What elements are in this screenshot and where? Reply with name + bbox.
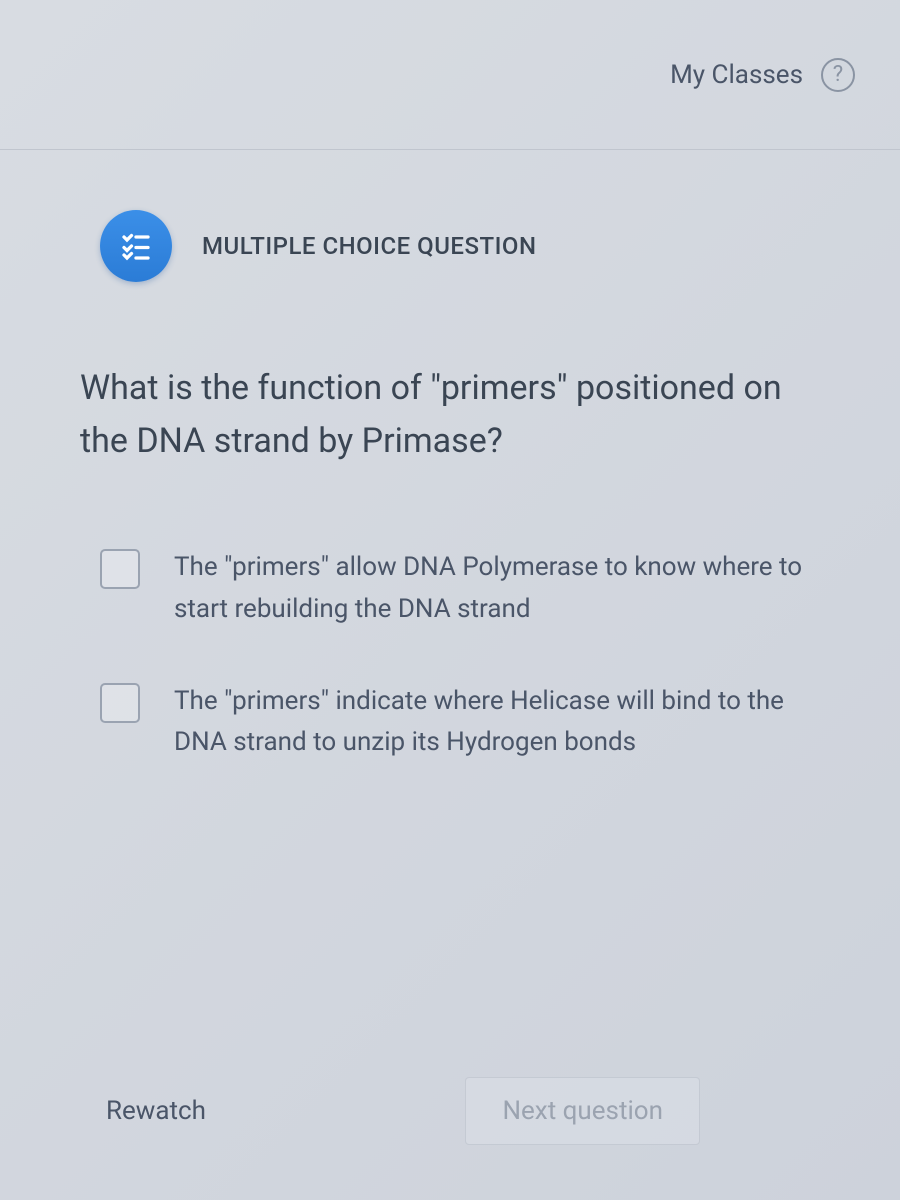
top-bar: My Classes ? (0, 0, 900, 150)
rewatch-button[interactable]: Rewatch (100, 1086, 212, 1136)
option-text: The "primers" allow DNA Polymerase to kn… (174, 547, 820, 630)
question-type-label: MULTIPLE CHOICE QUESTION (202, 232, 537, 260)
option-row[interactable]: The "primers" indicate where Helicase wi… (100, 681, 820, 764)
my-classes-link[interactable]: My Classes (670, 60, 803, 90)
question-prompt: What is the function of "primers" positi… (80, 362, 820, 467)
question-panel: MULTIPLE CHOICE QUESTION What is the fun… (0, 150, 900, 1200)
option-text: The "primers" indicate where Helicase wi… (174, 681, 820, 764)
next-question-button: Next question (465, 1077, 700, 1145)
option-checkbox[interactable] (100, 549, 140, 589)
options-list: The "primers" allow DNA Polymerase to kn… (100, 547, 820, 763)
option-checkbox[interactable] (100, 683, 140, 723)
question-header: MULTIPLE CHOICE QUESTION (100, 210, 820, 282)
option-row[interactable]: The "primers" allow DNA Polymerase to kn… (100, 547, 820, 630)
checklist-icon (118, 228, 154, 264)
question-type-badge (100, 210, 172, 282)
footer-bar: Rewatch Next question (80, 1077, 820, 1145)
help-icon[interactable]: ? (821, 58, 855, 92)
